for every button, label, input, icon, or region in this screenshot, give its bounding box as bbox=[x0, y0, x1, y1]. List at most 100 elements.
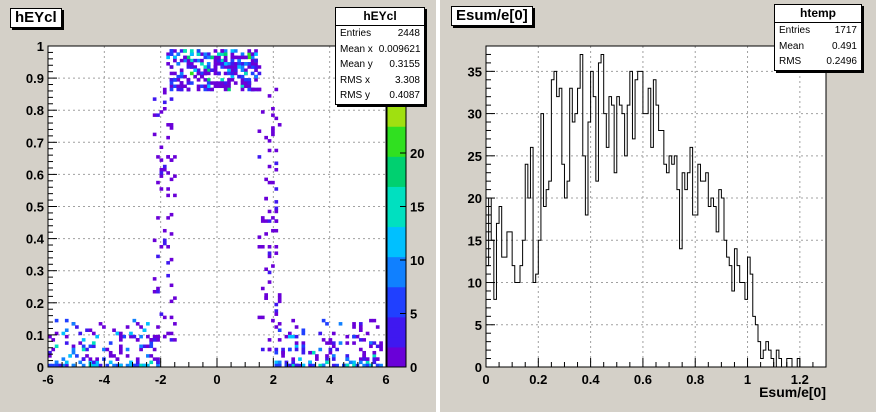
heatmap-cell bbox=[146, 363, 150, 368]
heatmap-cell bbox=[81, 363, 86, 368]
heatmap-cell bbox=[379, 363, 383, 368]
color-scale-step bbox=[387, 136, 406, 147]
histogram-stats-box: htemp Entries 1717 Mean 0.491 RMS 0.2496 bbox=[774, 4, 862, 71]
heatmap-cell bbox=[345, 341, 350, 345]
x-tick-label: 0 bbox=[482, 372, 489, 387]
color-scale-step bbox=[387, 226, 406, 238]
heatmap-cell bbox=[230, 68, 235, 72]
heatmap-cell bbox=[260, 315, 265, 320]
heatmap-cell bbox=[179, 81, 184, 85]
color-scale-step bbox=[387, 246, 406, 258]
heatmap-cell bbox=[132, 363, 137, 368]
heatmap-cell bbox=[88, 344, 93, 349]
heatmap-cell bbox=[240, 81, 245, 85]
heatmap-cell bbox=[244, 62, 248, 66]
heatmap-cell bbox=[271, 216, 275, 220]
heatmap-cell bbox=[331, 354, 336, 358]
heatmap-cell bbox=[277, 322, 282, 326]
heatmap-cell bbox=[166, 187, 170, 191]
z-tick-label: 20 bbox=[410, 146, 424, 161]
heatmap-cell bbox=[375, 344, 380, 349]
stats-label: Mean bbox=[779, 40, 805, 52]
heatmap-cell bbox=[345, 334, 350, 339]
y-tick-label: 0.7 bbox=[26, 135, 44, 150]
heatmap-cell bbox=[217, 55, 221, 60]
heatmap-cell bbox=[162, 106, 167, 111]
heatmap-cell bbox=[213, 49, 218, 53]
heatmap-cell bbox=[146, 334, 150, 339]
heatmap-cell bbox=[152, 338, 157, 342]
heatmap-cell bbox=[365, 363, 370, 368]
heatmap-cell bbox=[54, 318, 59, 323]
heatmap-cell bbox=[88, 357, 93, 361]
heatmap-cell bbox=[257, 87, 262, 92]
heatmap-cell bbox=[64, 363, 69, 368]
y-tick-label: 10 bbox=[468, 276, 482, 291]
heatmap-cell bbox=[54, 363, 59, 368]
heatmap-cell bbox=[260, 110, 265, 114]
heatmap-cell bbox=[240, 87, 245, 92]
heatmap-cell bbox=[315, 357, 319, 361]
heatmap-cell bbox=[315, 354, 319, 358]
heatmap-cell bbox=[260, 286, 265, 291]
heatmap-cell bbox=[257, 315, 262, 320]
right-canvas-pad: 0 0.2 0.4 0.6 0.8 1 1.2 0 5 10 15 20 25 30 35 Esum/e[0]… bbox=[440, 0, 876, 412]
heatmap-cell bbox=[257, 65, 262, 69]
heatmap-cell bbox=[257, 129, 262, 133]
heatmap-cell bbox=[379, 347, 383, 352]
color-scale-step bbox=[387, 356, 406, 368]
x-tick-label: 1 bbox=[744, 372, 751, 387]
stats-label: RMS x bbox=[340, 74, 370, 86]
heatmap-cell bbox=[260, 245, 265, 249]
stats-value: 0.4087 bbox=[389, 90, 420, 101]
heatmap-cell bbox=[64, 328, 69, 332]
heatmap-cell bbox=[308, 360, 312, 365]
heatmap-cell bbox=[149, 354, 154, 358]
heatmap-cell bbox=[271, 106, 275, 111]
heatmap-cell bbox=[105, 363, 110, 368]
heatmap-cell bbox=[345, 363, 350, 368]
heatmap-cell bbox=[274, 209, 279, 214]
heatmap-cell bbox=[301, 347, 306, 352]
heatmap-cell bbox=[267, 338, 272, 342]
left-plot-title: hEYcl bbox=[10, 8, 62, 28]
heatmap-cell bbox=[152, 357, 157, 361]
color-scale-step bbox=[387, 266, 406, 278]
heatmap-cell bbox=[169, 81, 174, 85]
heatmap-cell bbox=[203, 71, 208, 76]
heatmap-cell bbox=[220, 84, 225, 89]
heatmap-cell bbox=[118, 334, 123, 339]
heatmap-cell bbox=[271, 228, 275, 233]
heatmap-cell bbox=[345, 357, 350, 361]
heatmap-cell bbox=[267, 164, 272, 169]
stats-value: 3.308 bbox=[394, 74, 420, 86]
heatmap-cell bbox=[352, 360, 356, 365]
heatmap-cell bbox=[260, 347, 265, 352]
heatmap-cell bbox=[298, 363, 302, 368]
heatmap-cell bbox=[206, 68, 211, 72]
heatmap-cell bbox=[173, 55, 177, 60]
heatmap-cell bbox=[267, 148, 272, 153]
heatmap-cell bbox=[206, 81, 211, 85]
stats-value: 0.009621 bbox=[378, 43, 421, 55]
y-tick-label: 0.4 bbox=[26, 232, 45, 247]
heatmap-cell bbox=[213, 62, 218, 66]
heatmap-cell bbox=[169, 257, 174, 262]
heatmap-cell bbox=[267, 139, 272, 143]
heatmap-cell bbox=[254, 65, 258, 69]
heatmap-cell bbox=[254, 68, 258, 72]
heatmap-cell bbox=[48, 363, 52, 368]
heatmap-cell bbox=[308, 350, 312, 355]
heatmap-cell bbox=[179, 58, 184, 63]
heatmap-cell bbox=[223, 52, 228, 56]
heatmap-cell bbox=[328, 341, 333, 345]
heatmap-cell bbox=[274, 116, 279, 121]
z-tick-label: 10 bbox=[410, 253, 424, 268]
heatmap-cell bbox=[274, 245, 279, 249]
heatmap-cell bbox=[183, 58, 187, 63]
heatmap-cell bbox=[95, 360, 99, 365]
heatmap-cell bbox=[274, 325, 279, 329]
heatmap-cell bbox=[71, 347, 76, 352]
stats-label: Entries bbox=[340, 28, 372, 39]
heatmap-cell bbox=[223, 84, 228, 89]
